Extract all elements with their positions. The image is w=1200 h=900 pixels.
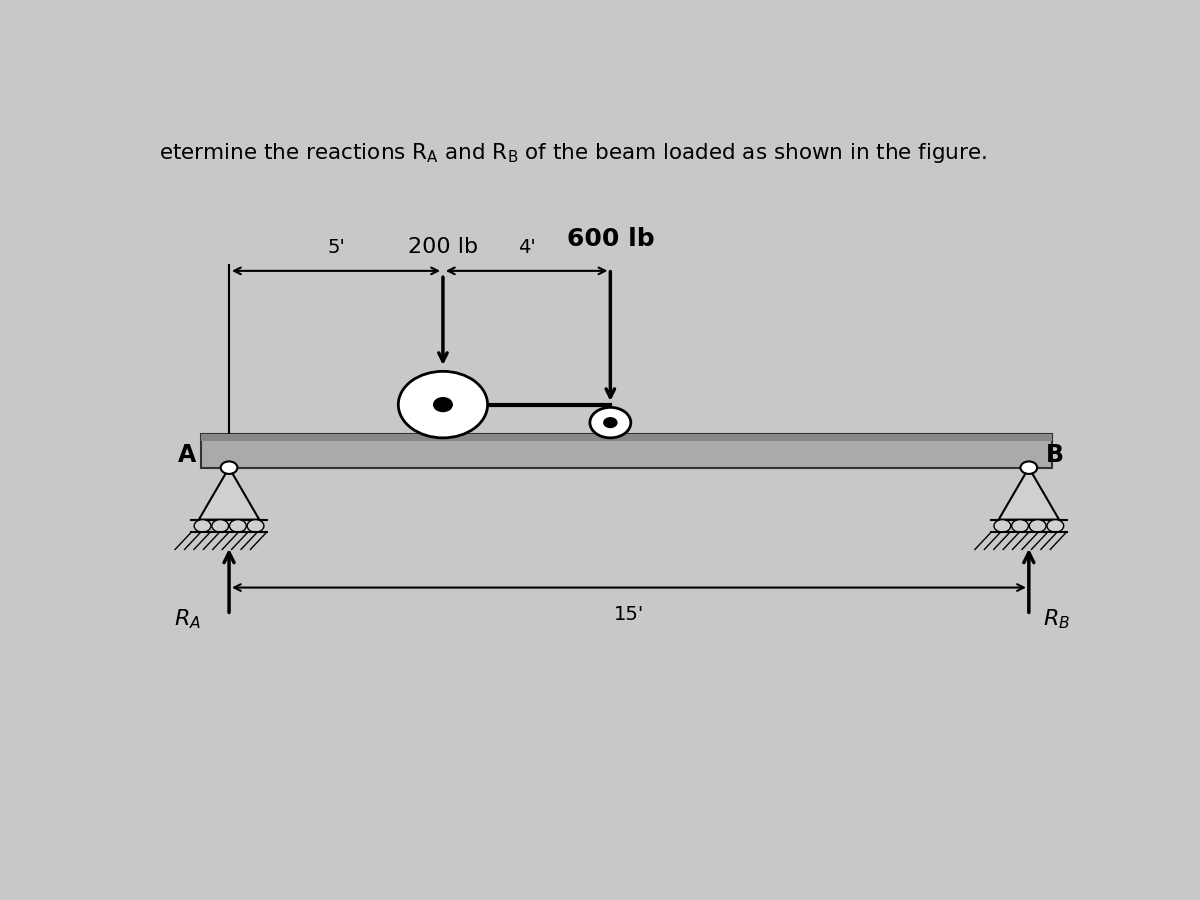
Text: etermine the reactions $\mathrm{R_A}$ and $\mathrm{R_B}$ of the beam loaded as s: etermine the reactions $\mathrm{R_A}$ an… [160,141,988,165]
Text: 200 lb: 200 lb [408,237,478,257]
Circle shape [433,398,452,411]
Circle shape [604,418,617,428]
Bar [202,435,1052,441]
Text: A: A [178,443,197,466]
Text: 4': 4' [517,238,535,257]
Circle shape [1012,519,1028,532]
Polygon shape [998,468,1060,519]
Circle shape [221,462,238,474]
Text: 15': 15' [614,605,644,624]
Text: B: B [1046,443,1064,466]
Circle shape [1030,519,1046,532]
Text: $R_B$: $R_B$ [1043,607,1070,631]
Bar [202,435,1052,468]
Text: 5': 5' [328,238,344,257]
Text: 600 lb: 600 lb [566,228,654,251]
Circle shape [194,519,211,532]
Text: $R_A$: $R_A$ [174,607,202,631]
Circle shape [1046,519,1063,532]
Circle shape [994,519,1010,532]
Circle shape [212,519,228,532]
Circle shape [590,408,631,438]
Circle shape [229,519,246,532]
Polygon shape [199,468,259,519]
Circle shape [247,519,264,532]
Circle shape [398,372,487,438]
Circle shape [1020,462,1037,474]
